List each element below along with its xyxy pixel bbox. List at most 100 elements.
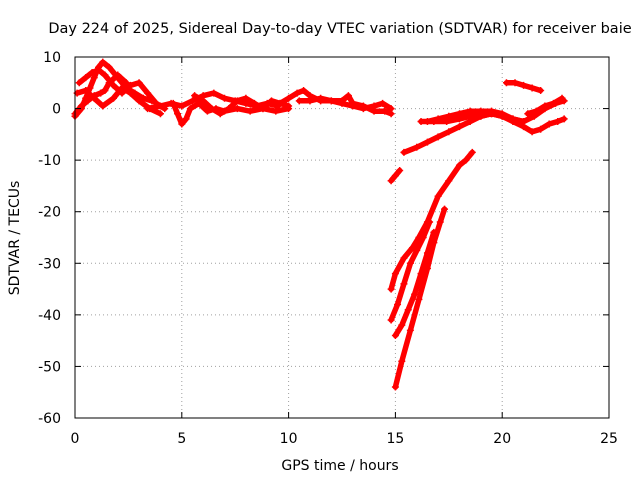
data-point	[445, 177, 453, 185]
data-point	[77, 102, 85, 110]
data-point	[400, 254, 408, 262]
data-point	[528, 128, 536, 136]
y-tick-label: -50	[38, 359, 61, 375]
series-track-18	[502, 79, 545, 95]
y-tick-label: -20	[38, 205, 61, 221]
data-point	[101, 71, 109, 79]
data-point	[419, 234, 427, 241]
data-point	[466, 107, 474, 115]
data-point	[105, 63, 113, 71]
data-point	[545, 120, 553, 128]
y-tick-label: -10	[38, 153, 61, 169]
data-point	[387, 285, 395, 293]
data-point	[387, 316, 395, 324]
data-point	[169, 99, 177, 107]
data-point	[242, 94, 250, 102]
data-point	[423, 264, 431, 272]
y-tick-label: -40	[38, 308, 61, 324]
data-point	[396, 166, 404, 174]
data-point	[415, 295, 423, 303]
data-point	[156, 110, 164, 118]
data-point	[381, 107, 389, 115]
data-point	[541, 102, 549, 110]
data-point	[455, 161, 463, 169]
data-point	[250, 99, 258, 107]
data-point	[174, 110, 182, 118]
data-point	[524, 110, 532, 118]
data-point	[502, 79, 510, 87]
data-point	[127, 89, 135, 97]
data-point	[88, 68, 96, 76]
data-point	[99, 58, 107, 66]
data-point	[191, 92, 199, 100]
y-tick-label: 0	[52, 102, 61, 118]
data-point	[391, 270, 399, 278]
data-point	[156, 102, 164, 110]
data-point	[423, 117, 431, 125]
plot-frame	[74, 56, 610, 419]
tick-layer: 0 5 10 15 20 25 10 0 -10 -20 -30 -40 -50 -60	[38, 50, 618, 447]
data-point	[398, 321, 406, 329]
x-tick-label: 0	[71, 431, 80, 447]
series-track-9	[295, 92, 395, 118]
data-point	[488, 107, 496, 115]
data-point	[520, 117, 528, 125]
data-point	[406, 326, 414, 334]
data-point	[114, 71, 122, 79]
data-point	[554, 117, 562, 125]
x-tick-label: 10	[280, 431, 298, 447]
data-point	[537, 87, 545, 95]
data-point	[434, 133, 442, 141]
data-point	[82, 74, 90, 82]
series-layer	[71, 58, 568, 391]
data-point	[477, 107, 485, 115]
data-point	[75, 79, 83, 87]
series-track-19	[524, 94, 566, 118]
data-point	[259, 105, 267, 113]
data-point	[199, 97, 207, 105]
data-point	[178, 120, 186, 128]
data-point	[97, 89, 105, 97]
data-point	[441, 205, 449, 213]
data-point	[349, 99, 357, 107]
data-point	[379, 99, 387, 107]
data-point	[404, 306, 412, 314]
data-point	[406, 259, 414, 267]
data-point	[558, 94, 566, 102]
y-tick-label: -30	[38, 256, 61, 272]
data-point	[90, 74, 98, 82]
data-point	[188, 97, 196, 105]
data-point	[109, 81, 117, 89]
series-line	[74, 85, 164, 117]
data-point	[118, 84, 126, 92]
data-point	[327, 97, 335, 105]
y-axis-label: SDTVAR / TECUs	[7, 181, 23, 296]
data-point	[391, 383, 399, 391]
series-track-14	[391, 205, 449, 391]
data-point	[387, 177, 395, 185]
data-point	[109, 94, 117, 102]
data-point	[498, 110, 506, 118]
data-point	[436, 218, 444, 226]
data-point	[105, 79, 113, 87]
x-axis-label: GPS time / hours	[281, 458, 398, 474]
data-point	[417, 117, 425, 125]
data-point	[135, 79, 143, 87]
data-point	[101, 87, 109, 95]
data-point	[511, 79, 519, 87]
data-point	[268, 97, 276, 105]
data-point	[208, 105, 216, 113]
data-point	[528, 84, 536, 92]
data-point	[210, 89, 218, 97]
data-point	[182, 115, 190, 123]
data-point	[285, 102, 293, 110]
data-point	[233, 105, 241, 113]
data-point	[549, 99, 557, 107]
y-tick-label: -60	[38, 411, 61, 427]
data-point	[300, 87, 308, 95]
x-tick-label: 25	[600, 431, 618, 447]
data-point	[306, 97, 314, 105]
data-point	[295, 97, 303, 105]
series-track-12	[387, 218, 434, 324]
